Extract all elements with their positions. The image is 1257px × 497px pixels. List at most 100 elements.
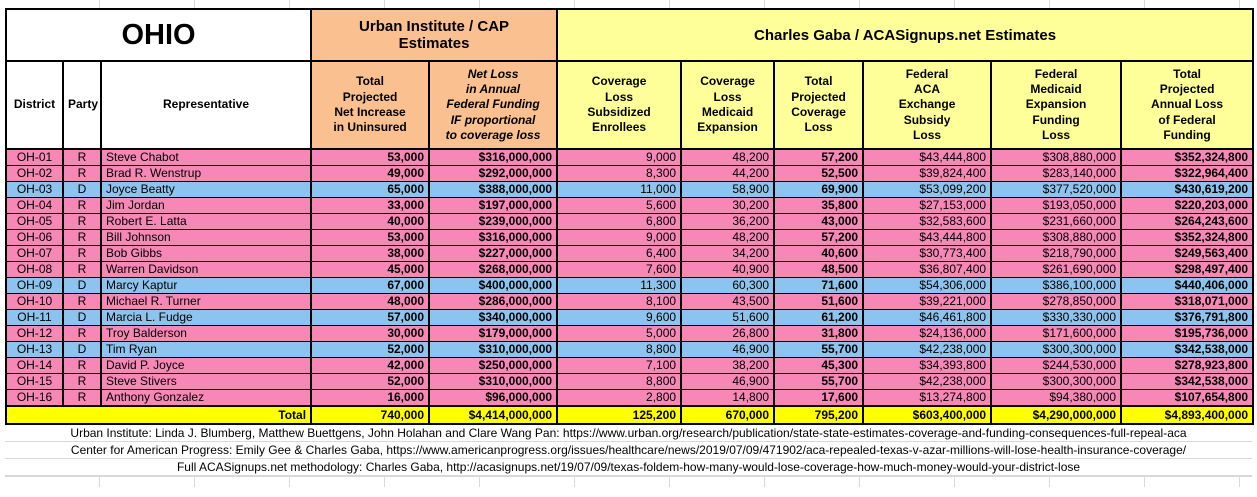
cell-uninsured[interactable]: 49,000	[310, 165, 431, 182]
cell-cov-med[interactable]: 60,300	[680, 277, 776, 294]
cell-net-loss[interactable]: $310,000,000	[428, 341, 559, 358]
cell-cov-sub[interactable]: 8,100	[556, 293, 683, 310]
cell-cov-med[interactable]: 36,200	[680, 213, 776, 230]
cell-cov-med[interactable]: 48,200	[680, 148, 776, 166]
cell-cov-sub[interactable]: 9,000	[556, 148, 683, 166]
cell-fed-total[interactable]: $322,964,400	[1120, 165, 1255, 182]
cell-uninsured[interactable]: 42,000	[310, 357, 431, 374]
cell-uninsured[interactable]: 16,000	[310, 389, 431, 407]
cell-party[interactable]: R	[62, 293, 102, 310]
cell-net-loss[interactable]: $310,000,000	[428, 373, 559, 390]
cell-district[interactable]: OH-07	[5, 245, 64, 262]
cell-cov-total[interactable]: 35,800	[773, 197, 865, 214]
cell-rep[interactable]: Troy Balderson	[99, 325, 313, 342]
cell-party[interactable]: R	[62, 261, 102, 278]
cell-fed-total[interactable]: $264,243,600	[1120, 213, 1255, 230]
cell-cov-med[interactable]: 34,200	[680, 245, 776, 262]
cell-net-loss[interactable]: $268,000,000	[428, 261, 559, 278]
cell-net-loss[interactable]: $227,000,000	[428, 245, 559, 262]
cell-fed-med[interactable]: $94,380,000	[990, 389, 1123, 407]
cell-party[interactable]: D	[62, 309, 102, 326]
cell-party[interactable]: R	[62, 165, 102, 182]
total-cell-net-loss[interactable]: $4,414,000,000	[428, 405, 559, 425]
cell-fed-med[interactable]: $171,600,000	[990, 325, 1123, 342]
cell-party[interactable]: D	[62, 181, 102, 198]
cell-party[interactable]: R	[62, 357, 102, 374]
cell-cov-sub[interactable]: 8,800	[556, 373, 683, 390]
cell-fed-med[interactable]: $244,530,000	[990, 357, 1123, 374]
cell-uninsured[interactable]: 45,000	[310, 261, 431, 278]
cell-cov-med[interactable]: 38,200	[680, 357, 776, 374]
cell-cov-total[interactable]: 40,600	[773, 245, 865, 262]
cell-cov-sub[interactable]: 9,600	[556, 309, 683, 326]
cell-district[interactable]: OH-10	[5, 293, 64, 310]
cell-cov-total[interactable]: 55,700	[773, 373, 865, 390]
cell-fed-total[interactable]: $342,538,000	[1120, 341, 1255, 358]
cell-cov-sub[interactable]: 11,300	[556, 277, 683, 294]
cell-cov-sub[interactable]: 5,000	[556, 325, 683, 342]
cell-district[interactable]: OH-09	[5, 277, 64, 294]
cell-cov-med[interactable]: 48,200	[680, 229, 776, 246]
cell-cov-sub[interactable]: 6,400	[556, 245, 683, 262]
cell-fed-aca[interactable]: $54,306,000	[862, 277, 993, 294]
cell-cov-total[interactable]: 48,500	[773, 261, 865, 278]
cell-cov-total[interactable]: 69,900	[773, 181, 865, 198]
cell-fed-total[interactable]: $298,497,400	[1120, 261, 1255, 278]
cell-district[interactable]: OH-03	[5, 181, 64, 198]
cell-fed-total[interactable]: $318,071,000	[1120, 293, 1255, 310]
cell-district[interactable]: OH-15	[5, 373, 64, 390]
cell-cov-sub[interactable]: 11,000	[556, 181, 683, 198]
cell-cov-total[interactable]: 45,300	[773, 357, 865, 374]
cell-fed-med[interactable]: $308,880,000	[990, 229, 1123, 246]
cell-net-loss[interactable]: $400,000,000	[428, 277, 559, 294]
total-cell-cov-total[interactable]: 795,200	[773, 405, 865, 425]
cell-cov-sub[interactable]: 2,800	[556, 389, 683, 407]
cell-rep[interactable]: David P. Joyce	[99, 357, 313, 374]
cell-district[interactable]: OH-12	[5, 325, 64, 342]
cell-fed-aca[interactable]: $43,444,800	[862, 148, 993, 166]
cell-district[interactable]: OH-14	[5, 357, 64, 374]
cell-district[interactable]: OH-11	[5, 309, 64, 326]
cell-party[interactable]: R	[62, 197, 102, 214]
cell-party[interactable]: R	[62, 148, 102, 166]
cell-fed-aca[interactable]: $53,099,200	[862, 181, 993, 198]
cell-fed-total[interactable]: $342,538,000	[1120, 373, 1255, 390]
cell-rep[interactable]: Tim Ryan	[99, 341, 313, 358]
cell-fed-aca[interactable]: $46,461,800	[862, 309, 993, 326]
cell-fed-med[interactable]: $231,660,000	[990, 213, 1123, 230]
cell-cov-total[interactable]: 71,600	[773, 277, 865, 294]
cell-rep[interactable]: Steve Stivers	[99, 373, 313, 390]
cell-fed-aca[interactable]: $30,773,400	[862, 245, 993, 262]
cell-cov-total[interactable]: 61,200	[773, 309, 865, 326]
cell-cov-med[interactable]: 46,900	[680, 341, 776, 358]
cell-rep[interactable]: Brad R. Wenstrup	[99, 165, 313, 182]
cell-cov-med[interactable]: 43,500	[680, 293, 776, 310]
cell-fed-total[interactable]: $195,736,000	[1120, 325, 1255, 342]
cell-uninsured[interactable]: 40,000	[310, 213, 431, 230]
cell-fed-total[interactable]: $376,791,800	[1120, 309, 1255, 326]
cell-fed-aca[interactable]: $34,393,800	[862, 357, 993, 374]
cell-district[interactable]: OH-04	[5, 197, 64, 214]
cell-fed-med[interactable]: $300,300,000	[990, 373, 1123, 390]
cell-rep[interactable]: Anthony Gonzalez	[99, 389, 313, 407]
cell-net-loss[interactable]: $250,000,000	[428, 357, 559, 374]
cell-fed-med[interactable]: $218,790,000	[990, 245, 1123, 262]
cell-fed-total[interactable]: $107,654,800	[1120, 389, 1255, 407]
cell-cov-med[interactable]: 44,200	[680, 165, 776, 182]
cell-party[interactable]: D	[62, 341, 102, 358]
cell-cov-sub[interactable]: 8,300	[556, 165, 683, 182]
cell-fed-aca[interactable]: $43,444,800	[862, 229, 993, 246]
cell-rep[interactable]: Joyce Beatty	[99, 181, 313, 198]
cell-fed-total[interactable]: $249,563,400	[1120, 245, 1255, 262]
cell-cov-sub[interactable]: 9,000	[556, 229, 683, 246]
cell-fed-med[interactable]: $300,300,000	[990, 341, 1123, 358]
cell-rep[interactable]: Robert E. Latta	[99, 213, 313, 230]
cell-cov-med[interactable]: 14,800	[680, 389, 776, 407]
cell-cov-med[interactable]: 30,200	[680, 197, 776, 214]
cell-cov-total[interactable]: 51,600	[773, 293, 865, 310]
cell-net-loss[interactable]: $340,000,000	[428, 309, 559, 326]
cell-net-loss[interactable]: $292,000,000	[428, 165, 559, 182]
cell-fed-med[interactable]: $377,520,000	[990, 181, 1123, 198]
cell-cov-total[interactable]: 55,700	[773, 341, 865, 358]
cell-fed-med[interactable]: $261,690,000	[990, 261, 1123, 278]
